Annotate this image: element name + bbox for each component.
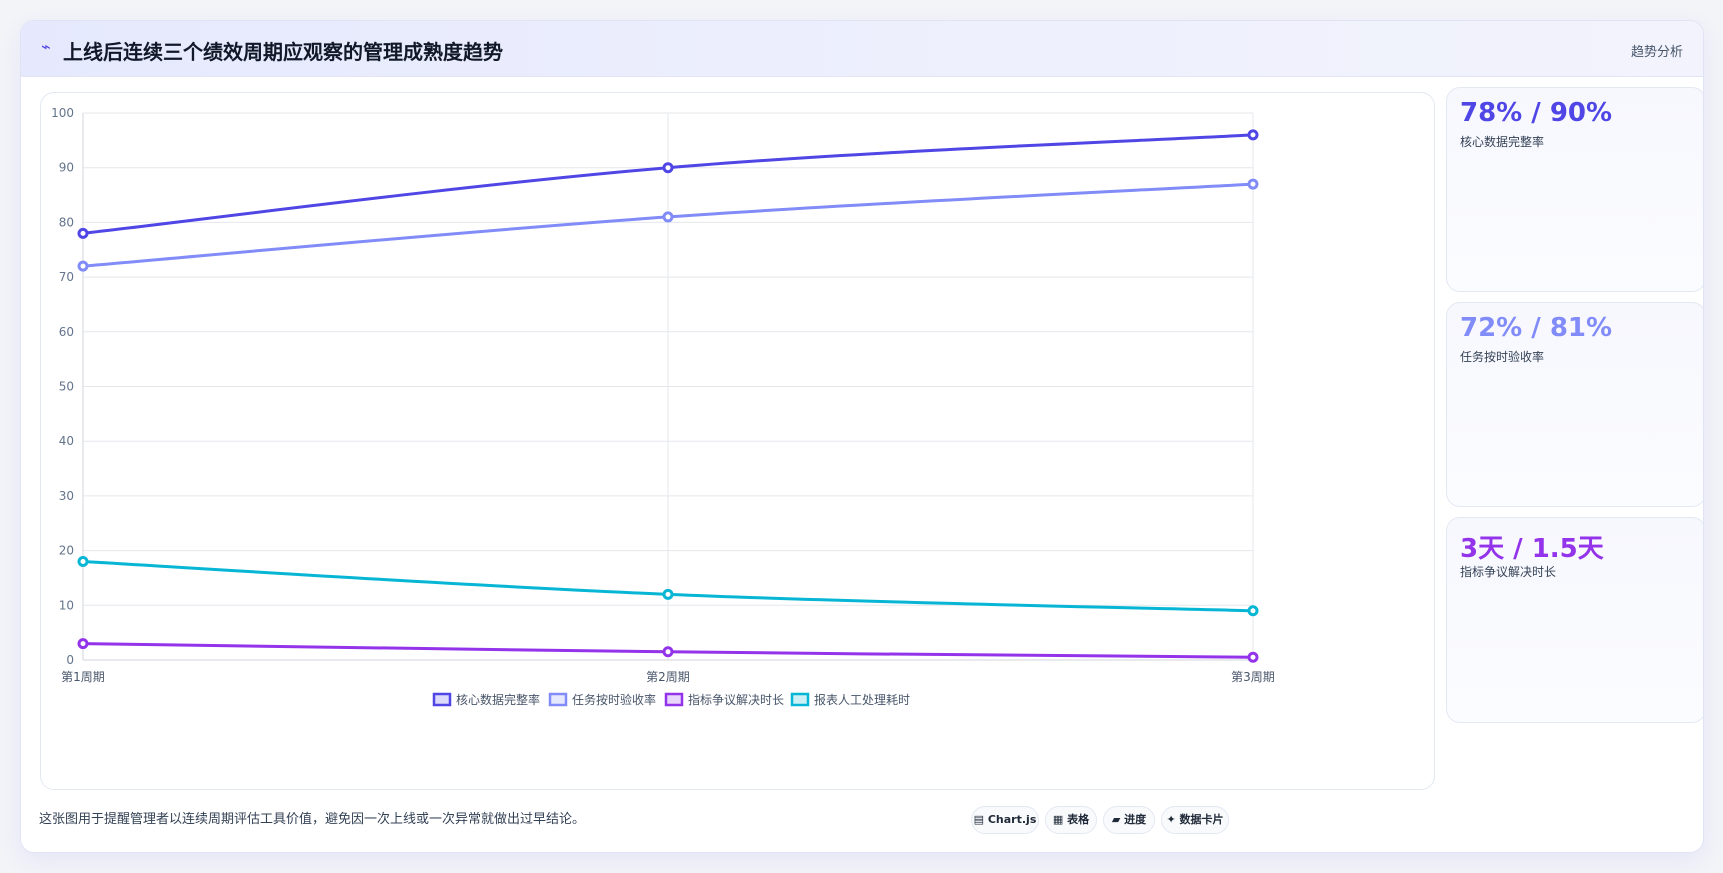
y-tick-label: 70 [59, 270, 74, 284]
card-title: 上线后连续三个绩效周期应观察的管理成熟度趋势 [63, 40, 503, 64]
kpi-value: 78% / 90% [1460, 98, 1613, 128]
kpi-card-on-time-acceptance: 72% / 81% 任务按时验收率 [1446, 302, 1703, 507]
chip-table[interactable]: ▦ 表格 [1045, 806, 1097, 834]
legend-swatch [790, 692, 810, 707]
y-tick-label: 50 [59, 380, 74, 394]
chip-label: 进度 [1124, 813, 1147, 826]
legend-swatch [548, 692, 568, 707]
y-tick-label: 20 [59, 544, 74, 558]
chip-label: Chart.js [987, 813, 1037, 826]
dashboard-card: ⌁ 上线后连续三个绩效周期应观察的管理成熟度趋势 趋势分析 0 10 20 30 40 5… [20, 20, 1704, 853]
kpi-value: 3天 / 1.5天 [1460, 534, 1604, 564]
data-point [77, 556, 89, 568]
legend-label: 核心数据完整率 [456, 692, 540, 707]
kpi-value: 72% / 81% [1460, 313, 1613, 343]
y-tick-label: 100 [51, 106, 74, 120]
table-icon: ▦ [1052, 813, 1064, 826]
chip-label: 表格 [1067, 813, 1090, 826]
line-chart-panel: 0 10 20 30 40 50 60 70 80 90 100 第1周期 第2周期 第3周期核心数据完整… [40, 92, 1435, 790]
legend-label: 指标争议解决时长 [688, 692, 784, 707]
data-point [1247, 178, 1259, 190]
kpi-label: 任务按时验收率 [1460, 350, 1545, 364]
legend-swatch [432, 692, 452, 707]
data-point [1247, 651, 1259, 663]
legend-label: 任务按时验收率 [572, 692, 656, 707]
kpi-card-data-completeness: 78% / 90% 核心数据完整率 [1446, 87, 1703, 292]
y-tick-label: 60 [59, 325, 74, 339]
data-point [77, 260, 89, 272]
kpi-label: 核心数据完整率 [1460, 135, 1545, 149]
x-tick-label: 第1周期 [61, 670, 105, 684]
footer-note: 这张图用于提醒管理者以连续周期评估工具价值，避免因一次上线或一次异常就做出过早结… [39, 812, 586, 827]
bolt-icon: ⌁ [41, 37, 51, 56]
data-point [662, 646, 674, 658]
chip-data-card[interactable]: ✦ 数据卡片 [1161, 806, 1229, 834]
chart-icon: ▤ [973, 813, 985, 826]
trend-analysis-tag: 趋势分析 [1630, 45, 1683, 60]
kpi-card-dispute-resolution: 3天 / 1.5天 指标争议解决时长 [1446, 517, 1703, 723]
y-tick-label: 10 [59, 598, 74, 612]
data-point [77, 638, 89, 650]
y-tick-label: 40 [59, 434, 74, 448]
legend-label: 报表人工处理耗时 [814, 692, 910, 707]
data-point [1247, 129, 1259, 141]
data-point [1247, 605, 1259, 617]
x-tick-label: 第2周期 [646, 670, 690, 684]
data-point [662, 162, 674, 174]
chip-label: 数据卡片 [1179, 813, 1224, 826]
data-point [662, 211, 674, 223]
progress-icon: ▰ [1111, 813, 1121, 826]
chip-chartjs[interactable]: ▤ Chart.js [971, 806, 1039, 834]
y-tick-label: 90 [59, 161, 74, 175]
kpi-label: 指标争议解决时长 [1460, 565, 1557, 579]
y-tick-label: 80 [59, 215, 74, 229]
card-icon: ✦ [1166, 813, 1176, 826]
card-header: ⌁ 上线后连续三个绩效周期应观察的管理成熟度趋势 趋势分析 [21, 21, 1703, 77]
data-point [77, 227, 89, 239]
legend-swatch [664, 692, 684, 707]
y-tick-label: 0 [66, 653, 74, 667]
chip-progress[interactable]: ▰ 进度 [1103, 806, 1155, 834]
y-tick-label: 30 [59, 489, 74, 503]
line-chart: 0 10 20 30 40 50 60 70 80 90 100 第1周期 第2周期 第3周期核心数据完整… [51, 106, 1275, 707]
data-point [662, 588, 674, 600]
x-tick-label: 第3周期 [1231, 670, 1275, 684]
